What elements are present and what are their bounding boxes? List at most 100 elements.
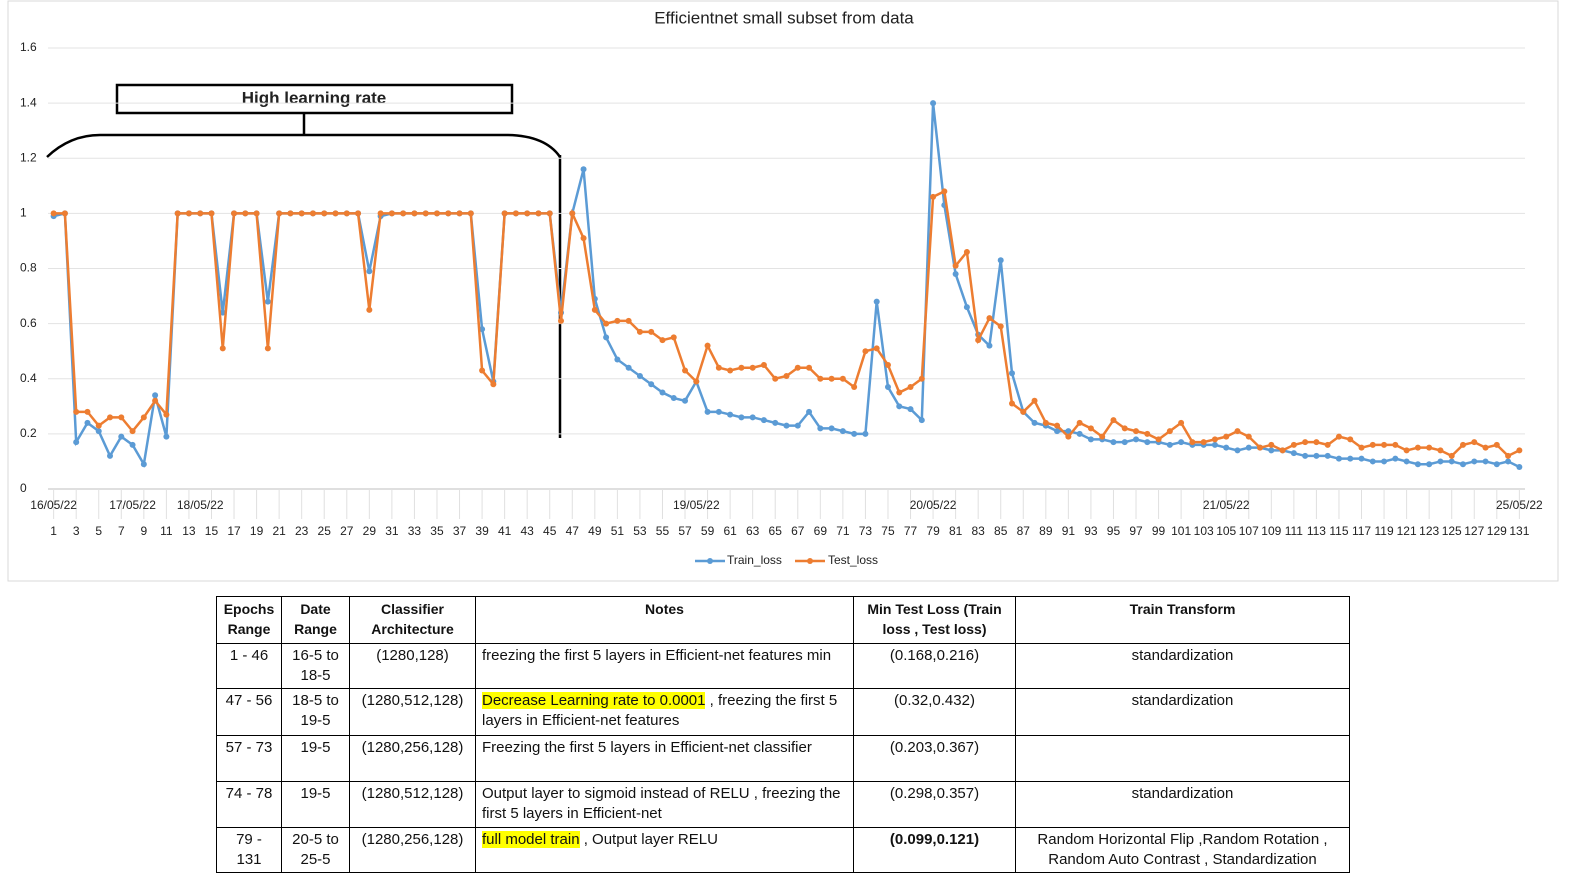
data-point	[952, 271, 959, 278]
data-point	[1505, 458, 1512, 465]
x-tick-label: 7	[118, 524, 125, 538]
x-tick-label: 97	[1129, 524, 1143, 538]
data-point	[546, 210, 553, 217]
data-point	[975, 337, 982, 344]
data-point	[1065, 433, 1072, 440]
data-point	[107, 414, 114, 421]
table-cell: 19-5	[281, 735, 350, 782]
data-point	[433, 210, 440, 217]
header-cell: Train Transform	[1015, 596, 1350, 644]
header-cell: Date Range	[281, 596, 350, 644]
data-point	[986, 342, 993, 349]
x-tick-label: 17	[227, 524, 241, 538]
table-cell: full model train , Output layer RELU	[475, 827, 854, 873]
data-point	[1031, 419, 1038, 426]
data-point	[1099, 433, 1106, 440]
data-point	[603, 334, 610, 341]
data-point	[1459, 461, 1466, 468]
data-point	[1178, 419, 1185, 426]
data-point	[118, 414, 125, 421]
data-point	[118, 433, 125, 440]
cell-text: , Output layer RELU	[579, 831, 718, 848]
table-cell: (0.168,0.216)	[853, 643, 1016, 689]
data-point	[321, 210, 328, 217]
x-tick-label: 73	[859, 524, 873, 538]
data-point	[1223, 433, 1230, 440]
data-point	[1121, 439, 1128, 446]
data-point	[163, 411, 170, 418]
table-cell: (1280,128)	[349, 643, 476, 689]
data-point	[95, 422, 102, 429]
data-point	[738, 364, 745, 371]
data-point	[1302, 439, 1309, 446]
data-point	[163, 433, 170, 440]
data-point	[1381, 458, 1388, 465]
data-point	[1381, 441, 1388, 448]
data-point	[1403, 458, 1410, 465]
data-point	[749, 364, 756, 371]
data-point	[986, 315, 993, 322]
table-cell: (0.32,0.432)	[853, 688, 1016, 736]
data-point	[1189, 439, 1196, 446]
data-point	[896, 389, 903, 396]
x-tick-label: 33	[408, 524, 422, 538]
data-point	[512, 210, 519, 217]
x-tick-label: 65	[769, 524, 783, 538]
data-point	[851, 384, 858, 391]
annotation-box	[115, 83, 514, 115]
data-point	[1121, 425, 1128, 432]
data-point	[242, 210, 249, 217]
cell-text: (0.099,0.121)	[889, 831, 980, 848]
data-point	[636, 328, 643, 335]
table-cell: standardization	[1015, 781, 1350, 828]
data-point	[648, 381, 655, 388]
table-cell: 74 - 78	[216, 781, 282, 828]
data-point	[1358, 455, 1365, 462]
data-point	[1426, 444, 1433, 451]
data-point	[670, 334, 677, 341]
x-tick-label: 67	[791, 524, 805, 538]
legend: Train_loss Test_loss	[695, 553, 878, 567]
y-tick-label: 1.2	[20, 150, 37, 164]
data-point	[490, 381, 497, 388]
x-tick-label: 89	[1039, 524, 1053, 538]
y-tick-label: 1.4	[20, 95, 37, 109]
data-point	[1178, 439, 1185, 446]
data-point	[1234, 428, 1241, 435]
data-point	[276, 210, 283, 217]
x-tick-label: 43	[520, 524, 534, 538]
data-point	[1020, 408, 1027, 415]
data-point	[1200, 439, 1207, 446]
data-point	[625, 364, 632, 371]
x-tick-label: 81	[949, 524, 963, 538]
data-point	[140, 414, 147, 421]
data-point	[806, 364, 813, 371]
y-tick-label: 1	[20, 206, 27, 220]
data-point	[704, 408, 711, 415]
data-point	[1505, 452, 1512, 459]
x-tick-label: 77	[904, 524, 918, 538]
data-point	[152, 397, 159, 404]
date-tick-label: 17/05/22	[109, 498, 156, 512]
x-tick-label: 113	[1307, 524, 1326, 538]
x-tick-label: 15	[205, 524, 219, 538]
x-tick-label: 29	[363, 524, 377, 538]
x-tick-label: 123	[1419, 524, 1439, 538]
data-point	[715, 364, 722, 371]
data-point	[772, 419, 779, 426]
x-tick-label: 21	[272, 524, 286, 538]
x-tick-label: 75	[881, 524, 895, 538]
data-point	[264, 345, 271, 352]
table-row: 1 - 46 16-5 to 18-5 (1280,128) freezing the…	[216, 643, 1350, 689]
data-point	[1437, 458, 1444, 465]
cell-text: , freezing the first 5 layers in Efficie…	[482, 692, 838, 729]
y-tick-label: 0.4	[20, 371, 37, 385]
x-tick-label: 25	[318, 524, 332, 538]
data-point	[1414, 444, 1421, 451]
data-point	[963, 304, 970, 311]
legend-marker	[807, 558, 813, 564]
x-tick-label: 105	[1216, 524, 1236, 538]
x-tick-label: 99	[1152, 524, 1166, 538]
data-point	[783, 372, 790, 379]
date-tick-label: 18/05/22	[177, 498, 224, 512]
